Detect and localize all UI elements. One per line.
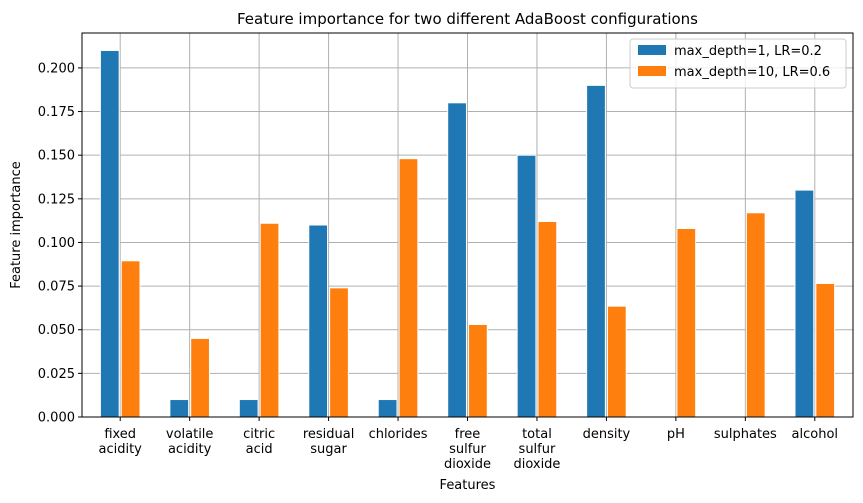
- x-tick-label-line: acid: [246, 442, 273, 457]
- x-tick-label-line: dioxide: [513, 457, 560, 472]
- bar-series-1: [586, 84, 606, 418]
- x-tick-label-line: fixed: [104, 427, 136, 442]
- y-tick-label: 0.000: [38, 411, 75, 426]
- bar-series-1: [238, 399, 259, 418]
- bar-series-1: [447, 102, 467, 418]
- x-tick-label-line: density: [583, 427, 631, 442]
- x-tick-label: density: [583, 427, 631, 442]
- y-tick-label: 0.200: [38, 61, 75, 76]
- x-tick-label-line: citric: [243, 427, 275, 442]
- x-tick-label-line: total: [522, 427, 552, 442]
- bar-series-2: [398, 158, 419, 418]
- x-tick-label: sulphates: [714, 427, 777, 442]
- bar-series-2: [537, 221, 558, 418]
- ticks: 0.000 0.025 0.050 0.075 0.100 0.125 0.150 0.175…: [38, 61, 838, 472]
- grid: [82, 33, 853, 418]
- bar-series-1: [794, 189, 815, 418]
- bar-series-2: [468, 323, 488, 418]
- x-tick-label: total sulfur dioxide: [513, 427, 560, 472]
- x-tick-label: fixed acidity: [99, 427, 143, 457]
- legend-swatch-series-2: [638, 66, 666, 76]
- bar-series-1: [516, 154, 537, 418]
- x-tick-label-line: residual: [303, 427, 355, 442]
- bar-series-2: [745, 212, 766, 418]
- bar-series-2: [676, 227, 697, 418]
- bar-series-2: [259, 222, 280, 418]
- x-tick-label: volatile acidity: [166, 427, 214, 457]
- x-tick-label-line: sulphates: [714, 427, 777, 442]
- legend-box: [629, 38, 847, 89]
- x-tick-label: chlorides: [369, 427, 428, 442]
- legend: max_depth=1, LR=0.2 max_depth=10, LR=0.6: [629, 38, 847, 89]
- y-axis-label: Feature importance: [9, 161, 24, 289]
- y-tick-label: 0.025: [38, 367, 75, 382]
- bar-series-2: [120, 260, 141, 418]
- x-tick-label-line: sugar: [310, 442, 347, 457]
- bar-series-1: [377, 399, 398, 418]
- y-tick-label: 0.050: [38, 323, 75, 338]
- y-tick-label: 0.100: [38, 236, 75, 251]
- y-tick-label: 0.175: [38, 105, 75, 120]
- x-tick-label-line: sulfur: [519, 442, 556, 457]
- chart-title: Feature importance for two different Ada…: [237, 10, 698, 28]
- x-tick-label-line: acidity: [168, 442, 212, 457]
- y-tick-label: 0.150: [38, 149, 75, 164]
- x-tick-label-line: dioxide: [444, 457, 491, 472]
- x-tick-label-line: acidity: [99, 442, 143, 457]
- bar-series-2: [815, 282, 836, 418]
- x-tick-label-line: alcohol: [792, 427, 838, 442]
- x-tick-label: alcohol: [792, 427, 838, 442]
- bar-series-2: [606, 305, 627, 418]
- x-axis-label: Features: [440, 478, 496, 493]
- x-tick-label-line: volatile: [166, 427, 214, 442]
- bar-series-1: [308, 224, 329, 418]
- bar-series-2: [329, 287, 349, 418]
- legend-swatch-series-1: [638, 45, 666, 55]
- bar-series-2: [190, 337, 210, 418]
- bar-series-1: [99, 49, 120, 418]
- x-tick-label: residual sugar: [303, 427, 355, 457]
- x-tick-label-line: free: [455, 427, 481, 442]
- y-tick-label: 0.125: [38, 192, 75, 207]
- y-tick-label: 0.075: [38, 280, 75, 295]
- legend-label-series-1: max_depth=1, LR=0.2: [674, 44, 822, 59]
- x-tick-label: pH: [667, 427, 685, 442]
- x-tick-label: free sulfur dioxide: [444, 427, 491, 472]
- x-tick-label-line: chlorides: [369, 427, 428, 442]
- bar-series-1: [169, 399, 190, 418]
- x-tick-label-line: sulfur: [449, 442, 486, 457]
- x-tick-label: citric acid: [243, 427, 275, 457]
- x-tick-label-line: pH: [667, 427, 685, 442]
- legend-label-series-2: max_depth=10, LR=0.6: [674, 65, 830, 80]
